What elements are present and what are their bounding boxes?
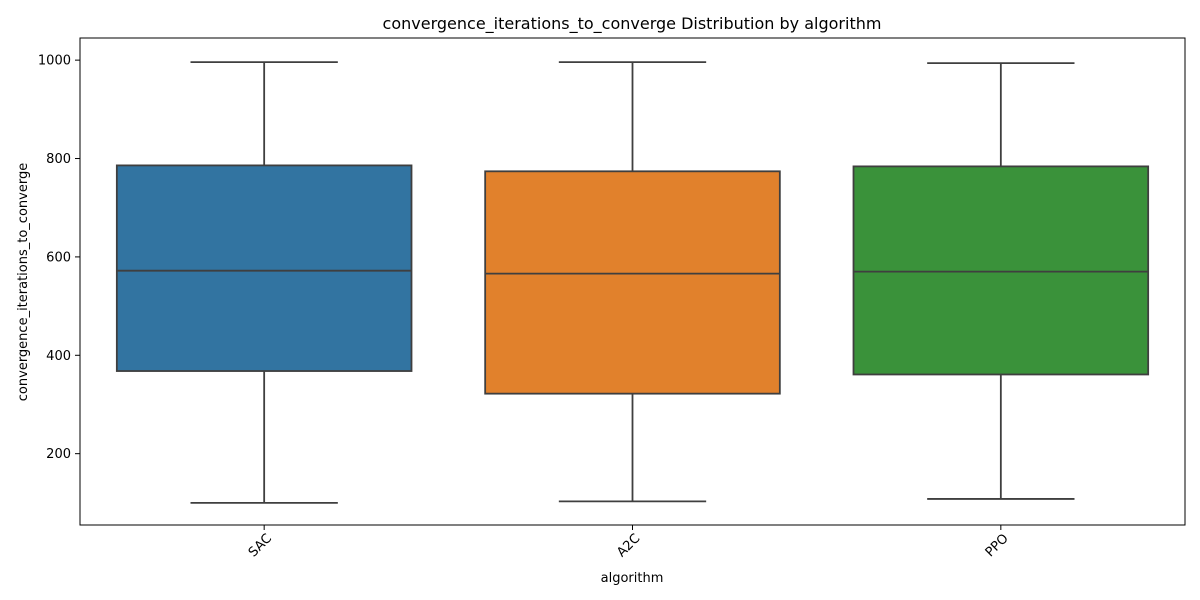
plot-area: SAC A2C PPO 200 400 600 800 1000: [38, 37, 1186, 560]
y-tick-label-800: 800: [46, 152, 71, 167]
y-tick-label-200: 200: [46, 447, 71, 462]
y-tick-label-1000: 1000: [38, 54, 71, 69]
y-tick-label-400: 400: [46, 349, 71, 364]
box-ppo: [852, 165, 1150, 376]
y-tick-label-600: 600: [46, 250, 71, 265]
y-axis-label: convergence_iterations_to_converge: [16, 163, 31, 401]
x-tick-label-ppo: PPO: [983, 531, 1012, 560]
axes-frame: [79, 37, 1186, 526]
box-a2c: [484, 170, 781, 395]
x-tick-label-sac: SAC: [246, 531, 275, 560]
x-axis-label: algorithm: [601, 571, 664, 586]
x-tick-label-a2c: A2C: [614, 531, 643, 560]
box-sac: [115, 164, 413, 372]
chart-title: convergence_iterations_to_converge Distr…: [383, 14, 882, 34]
